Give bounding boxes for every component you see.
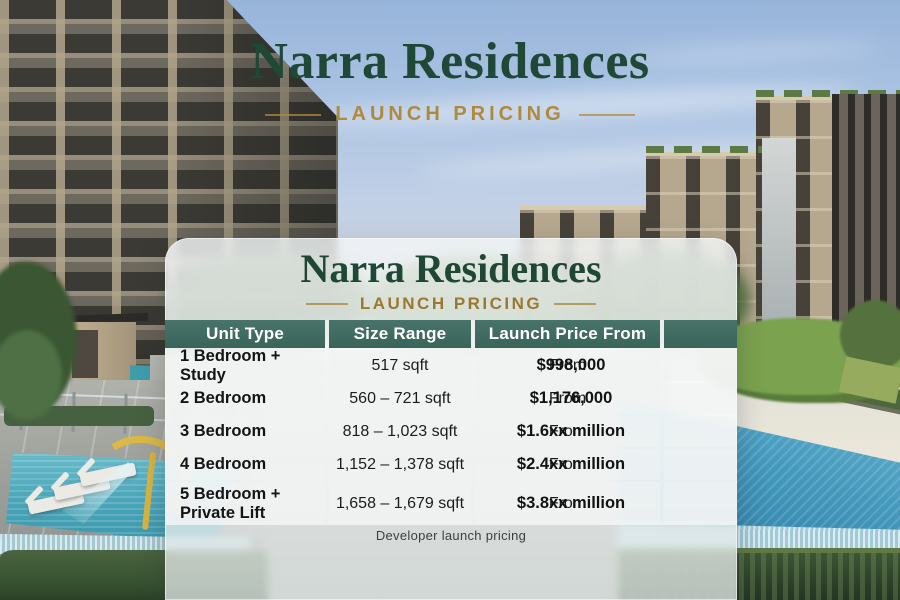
gold-rule-left xyxy=(265,113,322,116)
size-range-cell: 1,658 – 1,679 sqft xyxy=(329,482,471,525)
price-cell: From $1.6xx million xyxy=(475,416,660,447)
unit-type-cell: 4 Bedroom xyxy=(165,449,325,480)
card-launch-pricing-label: LAUNCH PRICING xyxy=(359,294,543,313)
size-range-cell: 1,152 – 1,378 sqft xyxy=(329,449,471,480)
price-prefix: From xyxy=(548,389,587,407)
price-table: Unit Type Size Range Launch Price From 1… xyxy=(165,320,737,525)
glass-feature-wall xyxy=(762,138,796,333)
spacer-cell xyxy=(664,383,737,414)
size-range-cell: 560 – 721 sqft xyxy=(329,383,471,414)
unit-type-cell: 2 Bedroom xyxy=(165,383,325,414)
price-cell: From $3.8xx million xyxy=(475,482,660,525)
rooftop-planter xyxy=(756,90,900,97)
developer-pricing-footnote: Developer launch pricing xyxy=(375,528,527,543)
unit-type-cell: 1 Bedroom + Study xyxy=(165,347,325,384)
price-prefix: From xyxy=(548,494,587,512)
price-value: $2.4xx million xyxy=(516,455,626,473)
rooftop-planter xyxy=(646,146,774,153)
spacer-cell xyxy=(664,350,737,381)
spacer-cell xyxy=(664,449,737,480)
price-prefix: From xyxy=(548,422,587,440)
price-prefix: From xyxy=(548,455,587,473)
card-launch-pricing-banner: LAUNCH PRICING xyxy=(165,294,737,314)
price-prefix: From xyxy=(548,356,587,374)
tree xyxy=(0,330,62,420)
price-value: $1.6xx million xyxy=(516,422,626,440)
size-range-cell: 818 – 1,023 sqft xyxy=(329,416,471,447)
launch-pricing-banner: LAUNCH PRICING xyxy=(0,103,900,126)
spacer-cell xyxy=(664,482,737,525)
size-range-cell: 517 sqft xyxy=(329,350,471,381)
gold-rule-right xyxy=(578,113,635,116)
project-title: Narra Residences xyxy=(250,33,650,90)
unit-type-cell: 5 Bedroom + Private Lift xyxy=(165,482,325,525)
gold-rule-right xyxy=(554,303,597,305)
poster-header: Narra Residences LAUNCH PRICING xyxy=(0,36,900,126)
price-value: $3.8xx million xyxy=(516,494,626,512)
launch-pricing-label: LAUNCH PRICING xyxy=(335,103,565,125)
price-cell: From $1,176,000 xyxy=(475,383,660,414)
column-header-spacer xyxy=(664,320,737,348)
column-header-launch-price: Launch Price From xyxy=(475,320,660,348)
unit-type-cell: 3 Bedroom xyxy=(165,416,325,447)
gold-rule-left xyxy=(305,303,348,305)
column-header-unit-type: Unit Type xyxy=(165,320,325,348)
card-project-title: Narra Residences xyxy=(300,246,602,291)
price-value: $1,176,000 xyxy=(529,389,613,407)
price-cell: From $998,000 xyxy=(475,350,660,381)
column-header-size-range: Size Range xyxy=(329,320,471,348)
price-value: $998,000 xyxy=(536,356,606,374)
pricing-card: Narra Residences LAUNCH PRICING Unit Typ… xyxy=(165,238,737,600)
spacer-cell xyxy=(664,416,737,447)
right-tower-fins xyxy=(832,94,900,340)
price-cell: From $2.4xx million xyxy=(475,449,660,480)
